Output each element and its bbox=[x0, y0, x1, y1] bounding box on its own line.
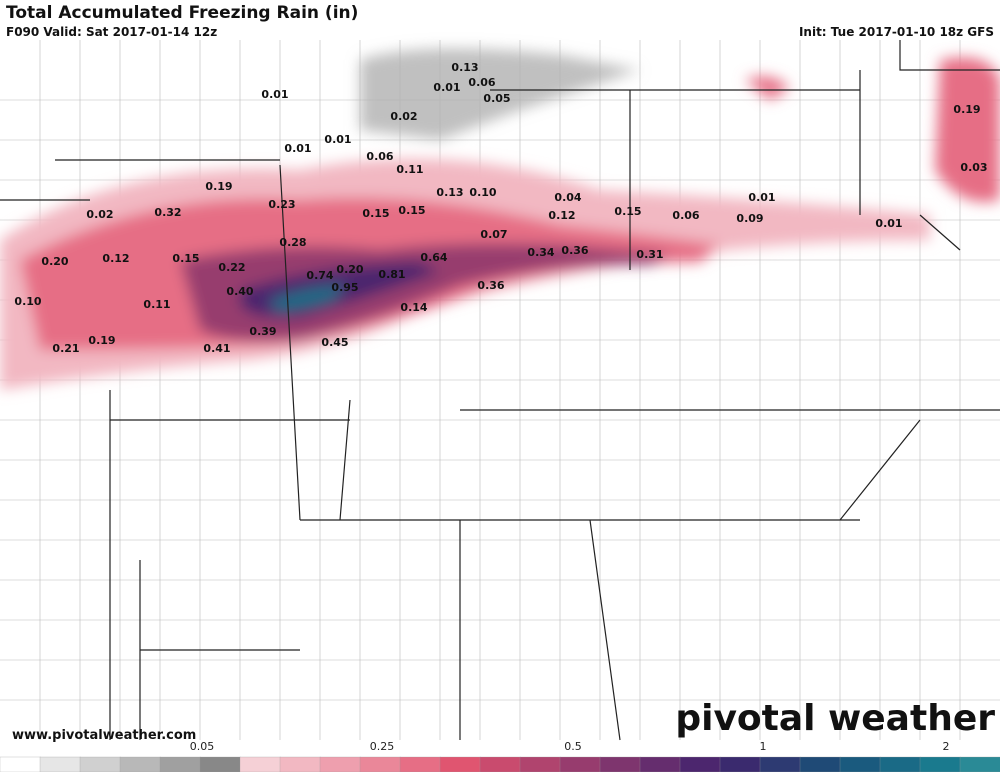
value-label: 0.19 bbox=[205, 180, 232, 193]
value-label: 0.11 bbox=[143, 298, 170, 311]
colorbar-label: 1 bbox=[760, 740, 767, 753]
value-label: 0.06 bbox=[672, 209, 699, 222]
state-borders bbox=[0, 40, 1000, 741]
value-label: 0.15 bbox=[362, 207, 389, 220]
value-label: 0.95 bbox=[331, 281, 358, 294]
colorbar-swatch bbox=[239, 756, 281, 772]
value-label: 0.01 bbox=[324, 133, 351, 146]
colorbar-swatch bbox=[399, 756, 441, 772]
colorbar-swatch bbox=[439, 756, 481, 772]
value-label: 0.23 bbox=[268, 198, 295, 211]
value-label: 0.02 bbox=[86, 208, 113, 221]
value-label: 0.41 bbox=[203, 342, 230, 355]
colorbar-swatch bbox=[199, 756, 241, 772]
colorbar-swatch bbox=[919, 756, 961, 772]
colorbar-swatch bbox=[599, 756, 641, 772]
value-label: 0.13 bbox=[451, 61, 478, 74]
valid-time: F090 Valid: Sat 2017-01-14 12z bbox=[6, 25, 217, 39]
colorbar-swatch bbox=[319, 756, 361, 772]
value-label: 0.20 bbox=[336, 263, 363, 276]
value-label: 0.15 bbox=[398, 204, 425, 217]
colorbar-label: 0.5 bbox=[564, 740, 582, 753]
colorbar-swatch bbox=[879, 756, 921, 772]
value-label: 0.01 bbox=[261, 88, 288, 101]
value-label: 0.06 bbox=[468, 76, 495, 89]
colorbar-swatch bbox=[679, 756, 721, 772]
colorbar-label: 0.05 bbox=[190, 740, 215, 753]
colorbar-swatch bbox=[79, 756, 121, 772]
colorbar-swatch bbox=[719, 756, 761, 772]
colorbar-swatch bbox=[639, 756, 681, 772]
value-label: 0.15 bbox=[172, 252, 199, 265]
value-label: 0.07 bbox=[480, 228, 507, 241]
value-label: 0.36 bbox=[477, 279, 504, 292]
value-label: 0.14 bbox=[400, 301, 427, 314]
colorbar-swatch bbox=[119, 756, 161, 772]
value-label: 0.01 bbox=[284, 142, 311, 155]
value-label: 0.04 bbox=[554, 191, 581, 204]
value-label: 0.28 bbox=[279, 236, 306, 249]
value-label: 0.20 bbox=[41, 255, 68, 268]
colorbar-swatch bbox=[799, 756, 841, 772]
value-label: 0.32 bbox=[154, 206, 181, 219]
colorbar-swatch bbox=[359, 756, 401, 772]
value-label: 0.09 bbox=[736, 212, 763, 225]
value-label: 0.11 bbox=[396, 163, 423, 176]
colorbar-label: 2 bbox=[943, 740, 950, 753]
logo: pivotal weather bbox=[675, 698, 995, 739]
colorbar-swatch bbox=[839, 756, 881, 772]
value-label: 0.31 bbox=[636, 248, 663, 261]
colorbar-swatch bbox=[39, 756, 81, 772]
colorbar: 0.05 0.25 0.5 1 2 bbox=[0, 740, 1000, 772]
colorbar-swatch bbox=[0, 756, 41, 772]
value-label: 0.15 bbox=[614, 205, 641, 218]
value-label: 0.45 bbox=[321, 336, 348, 349]
value-label: 0.01 bbox=[433, 81, 460, 94]
value-label: 0.74 bbox=[306, 269, 333, 282]
init-time: Init: Tue 2017-01-10 18z GFS bbox=[799, 25, 994, 39]
value-label: 0.40 bbox=[226, 285, 253, 298]
value-labels: 0.130.060.010.050.010.020.010.010.060.11… bbox=[14, 61, 987, 355]
website: www.pivotalweather.com bbox=[12, 728, 196, 743]
map-title: Total Accumulated Freezing Rain (in) bbox=[6, 3, 358, 23]
value-label: 0.39 bbox=[249, 325, 276, 338]
colorbar-swatch bbox=[559, 756, 601, 772]
colorbar-swatch bbox=[519, 756, 561, 772]
value-label: 0.21 bbox=[52, 342, 79, 355]
value-label: 0.12 bbox=[102, 252, 129, 265]
value-label: 0.12 bbox=[548, 209, 575, 222]
value-label: 0.01 bbox=[748, 191, 775, 204]
value-label: 0.13 bbox=[436, 186, 463, 199]
value-label: 0.01 bbox=[875, 217, 902, 230]
value-label: 0.06 bbox=[366, 150, 393, 163]
value-label: 0.81 bbox=[378, 268, 405, 281]
colorbar-label: 0.25 bbox=[370, 740, 395, 753]
value-label: 0.03 bbox=[960, 161, 987, 174]
value-label: 0.64 bbox=[420, 251, 447, 264]
value-label: 0.36 bbox=[561, 244, 588, 257]
colorbar-swatch bbox=[759, 756, 801, 772]
value-label: 0.19 bbox=[88, 334, 115, 347]
colorbar-swatch bbox=[279, 756, 321, 772]
colorbar-swatch bbox=[479, 756, 521, 772]
value-label: 0.10 bbox=[469, 186, 496, 199]
colorbar-swatch bbox=[159, 756, 201, 772]
colorbar-swatch bbox=[959, 756, 1000, 772]
value-label: 0.22 bbox=[218, 261, 245, 274]
value-label: 0.34 bbox=[527, 246, 554, 259]
freezing-rain-swath bbox=[0, 48, 1000, 390]
value-label: 0.05 bbox=[483, 92, 510, 105]
value-label: 0.02 bbox=[390, 110, 417, 123]
value-label: 0.19 bbox=[953, 103, 980, 116]
value-label: 0.10 bbox=[14, 295, 41, 308]
